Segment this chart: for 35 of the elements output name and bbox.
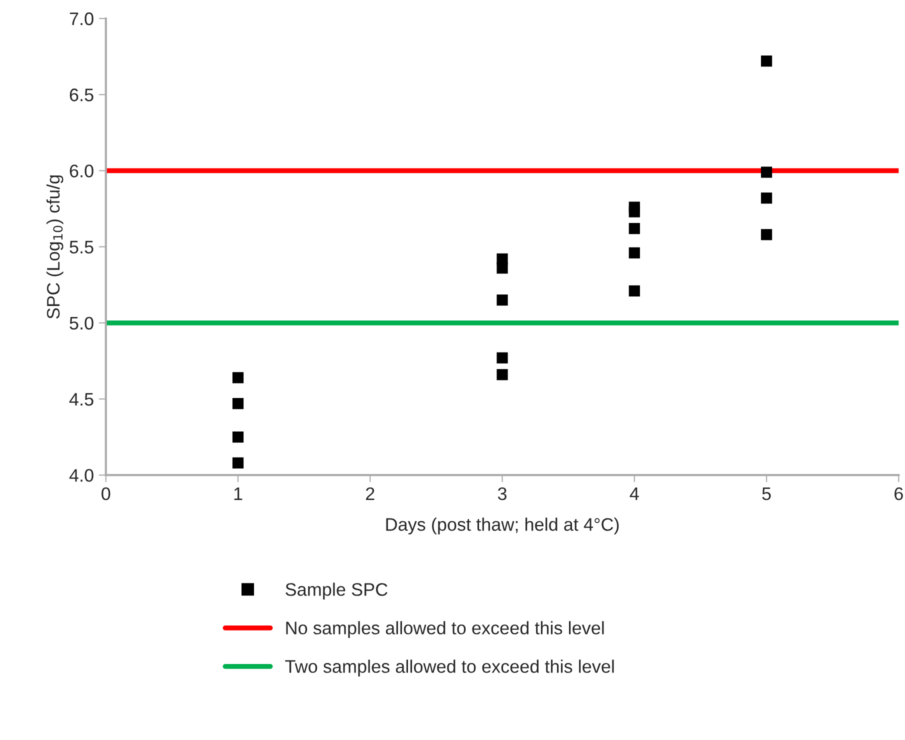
x-tick-label: 1	[234, 488, 242, 500]
legend-label: Two samples allowed to exceed this level	[285, 660, 614, 676]
point	[628, 222, 640, 234]
point	[628, 285, 640, 296]
x-axis-title: Days (post thaw; held at 4°C)	[386, 518, 619, 534]
point	[496, 262, 508, 274]
point	[760, 166, 772, 178]
point	[760, 229, 772, 240]
point	[496, 294, 508, 306]
legend-label: Sample SPC	[286, 582, 388, 600]
point	[760, 192, 772, 204]
y-axis-title: SPC (Log$_{10}$) cfu/g	[46, 175, 64, 319]
point	[760, 56, 772, 67]
point	[232, 372, 244, 384]
y-tick-label: 4.5	[69, 393, 94, 406]
point	[628, 247, 640, 258]
x-tick-label: 3	[498, 487, 507, 500]
y-tick-label: 4.0	[69, 469, 94, 482]
x-tick-label: 2	[366, 487, 374, 500]
point	[496, 369, 508, 380]
y-tick-label: 5.0	[70, 316, 94, 330]
y-tick-label: 6.0	[70, 164, 94, 178]
point	[232, 431, 244, 443]
x-tick-label: 4	[630, 488, 639, 500]
y-tick-label: 6.5	[70, 88, 94, 102]
y-tick-label: 5.5	[70, 240, 94, 254]
point	[496, 352, 508, 364]
point	[232, 398, 244, 410]
x-tick-label: 5	[762, 488, 771, 500]
point	[628, 206, 640, 218]
x-tick-label: 0	[102, 487, 110, 500]
point	[232, 457, 244, 468]
x-tick-label: 6	[894, 487, 903, 500]
y-tick-label: 7.0	[70, 12, 94, 26]
legend-label: No samples allowed to exceed this level	[286, 621, 604, 638]
